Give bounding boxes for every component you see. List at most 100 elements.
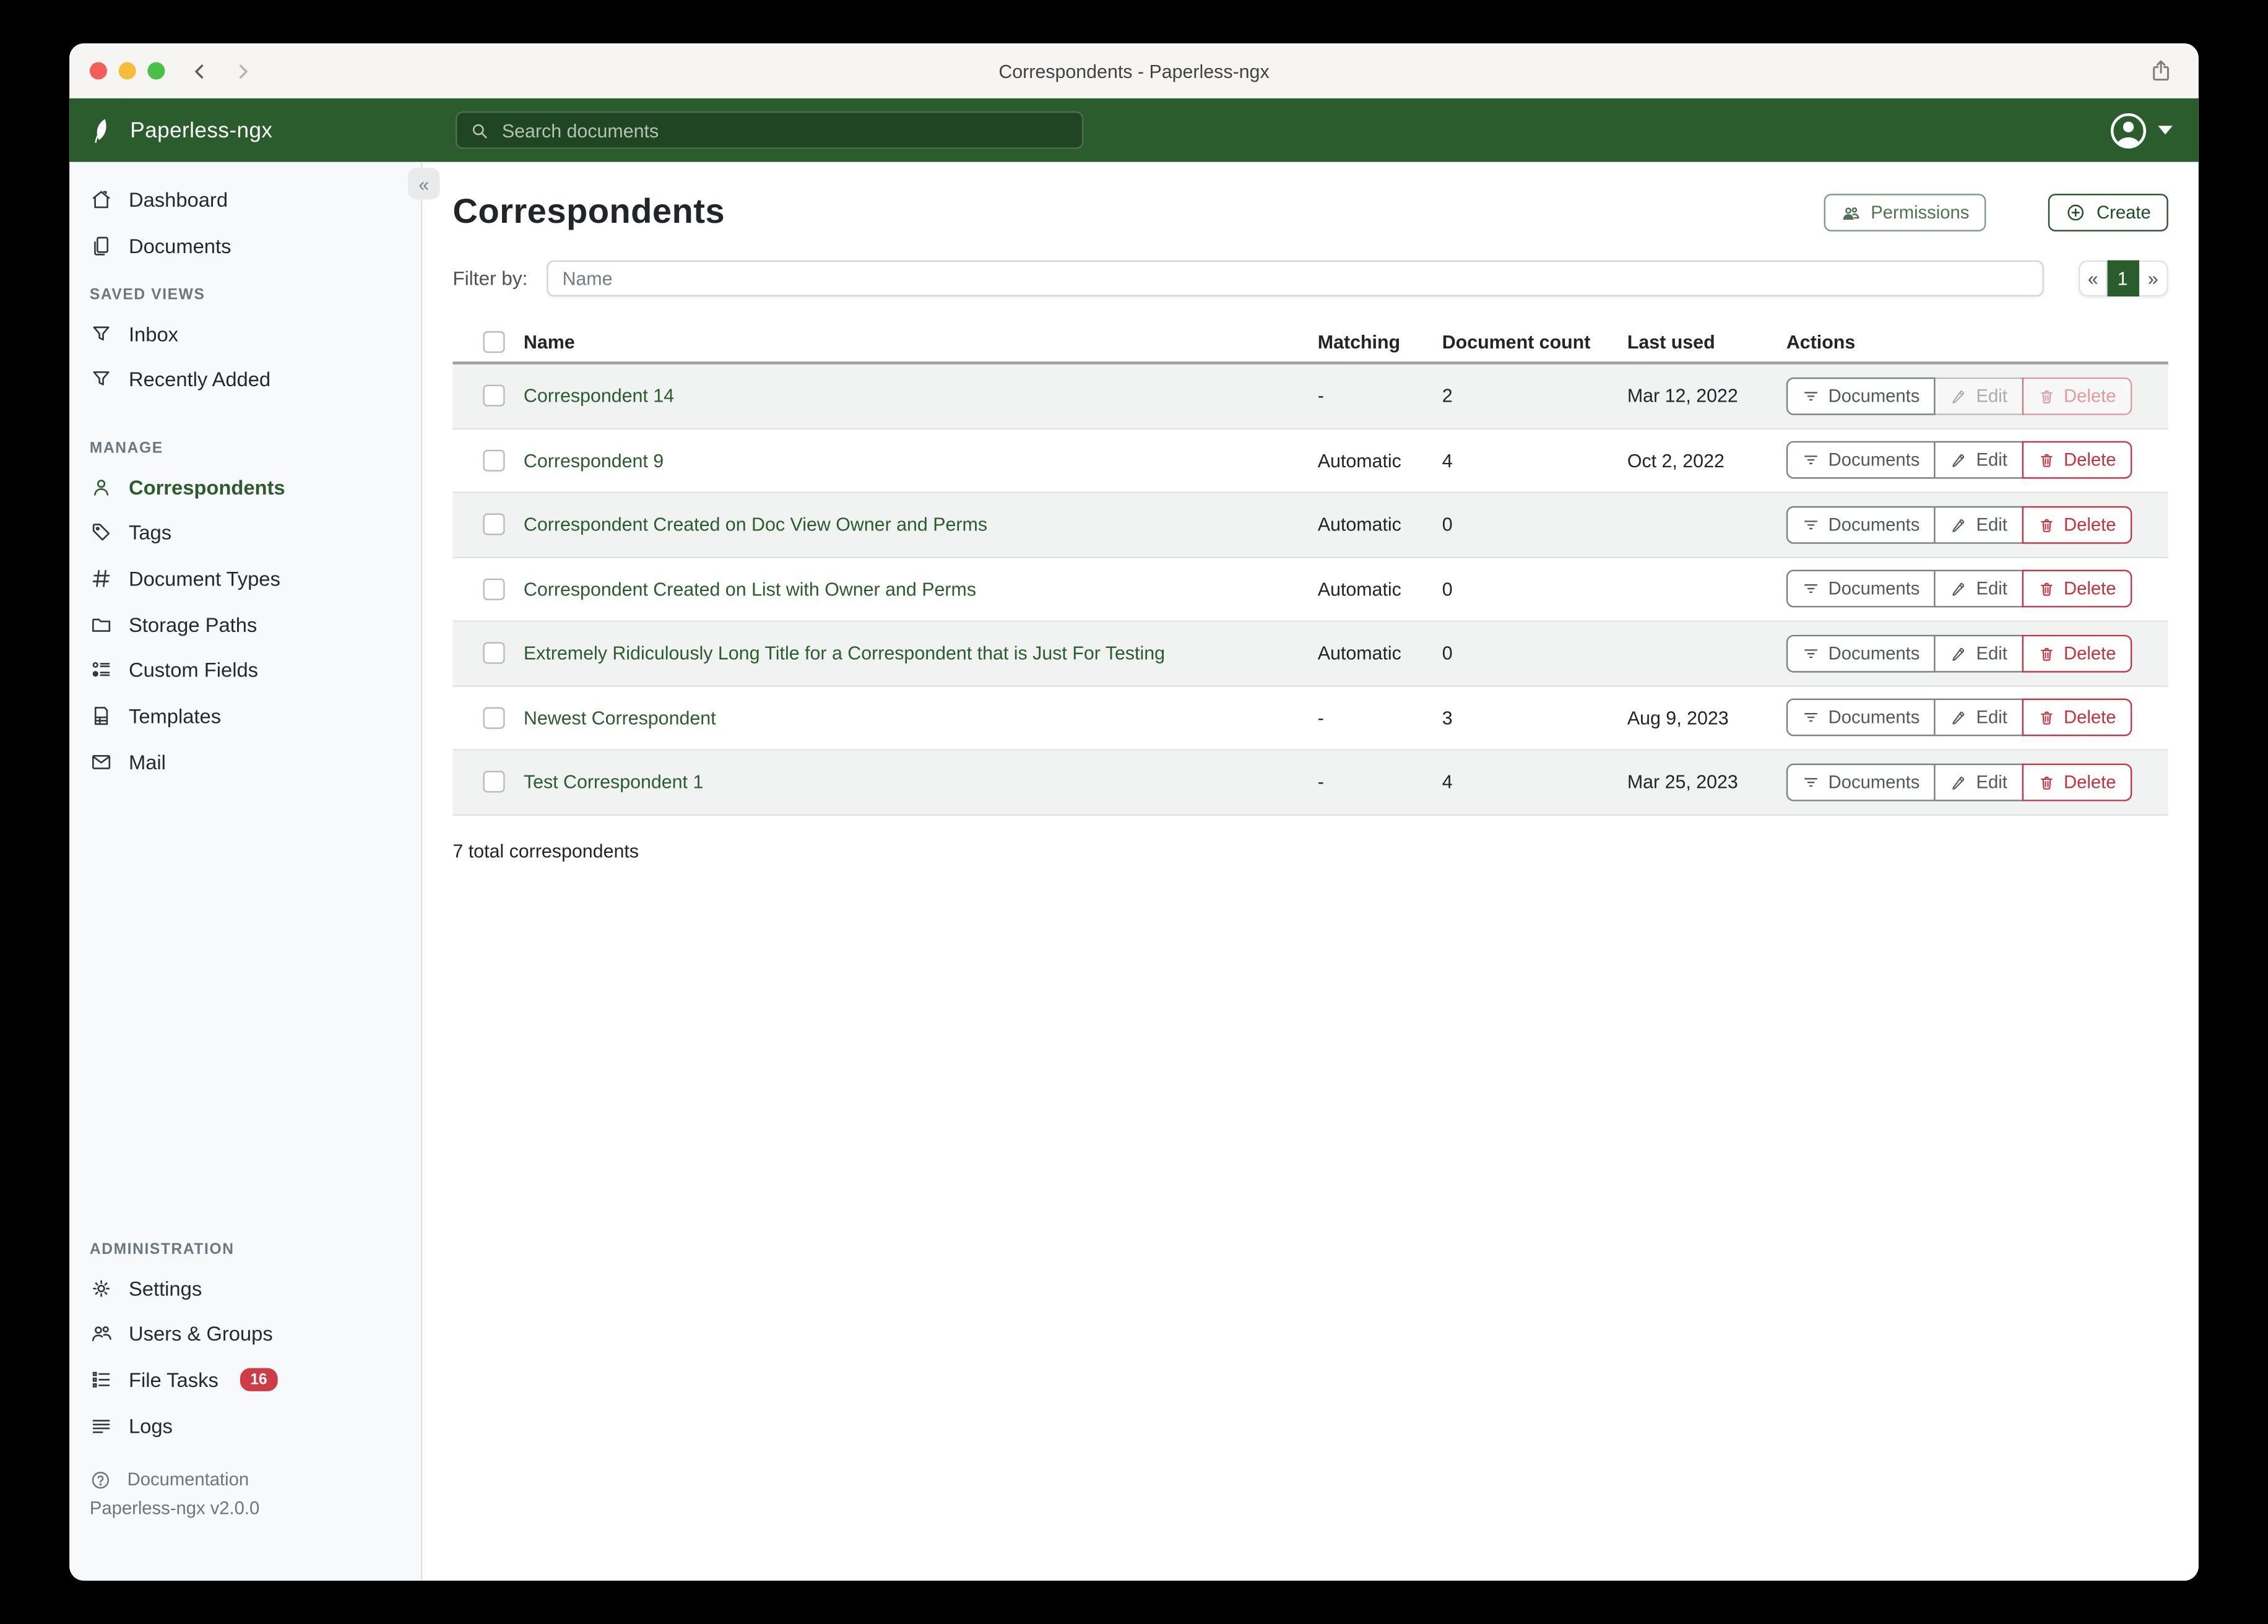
delete-button[interactable]: Delete xyxy=(2022,634,2132,672)
sidebar-item-tags[interactable]: Tags xyxy=(69,515,409,550)
app-brand[interactable]: Paperless-ngx xyxy=(90,116,273,144)
permissions-button[interactable]: Permissions xyxy=(1824,194,1987,231)
correspondent-link[interactable]: Correspondent Created on List with Owner… xyxy=(523,578,977,600)
delete-button[interactable]: Delete xyxy=(2022,506,2132,544)
filter-icon xyxy=(1804,456,1818,465)
create-button[interactable]: Create xyxy=(2048,194,2168,231)
total-count-text: 7 total correspondents xyxy=(452,839,639,862)
user-menu[interactable] xyxy=(2109,111,2173,150)
documents-button[interactable]: Documents xyxy=(1786,506,1936,544)
documents-button-label: Documents xyxy=(1828,450,1920,471)
global-search xyxy=(456,111,1084,149)
edit-button-label: Edit xyxy=(1976,707,2007,728)
row-checkbox[interactable] xyxy=(483,514,505,536)
forward-icon[interactable] xyxy=(233,61,251,80)
funnel-icon xyxy=(93,371,110,386)
back-icon[interactable] xyxy=(191,61,209,80)
page-title: Correspondents xyxy=(452,192,725,231)
filter-icon xyxy=(1804,520,1818,529)
table-row: Correspondent 9 Automatic 4 Oct 2, 2022 … xyxy=(452,429,2168,493)
delete-button[interactable]: Delete xyxy=(2022,699,2132,736)
sidebar-item-users-groups[interactable]: Users & Groups xyxy=(69,1316,409,1350)
close-window-button[interactable] xyxy=(89,62,107,80)
column-header-matching[interactable]: Matching xyxy=(1317,330,1401,352)
sidebar-item-documents[interactable]: Documents xyxy=(69,228,409,263)
people-icon xyxy=(1843,206,1860,219)
sidebar-item-document-types[interactable]: Document Types xyxy=(69,561,409,596)
delete-button-label: Delete xyxy=(2064,707,2116,728)
edit-button[interactable]: Edit xyxy=(1934,506,2023,544)
column-header-name[interactable]: Name xyxy=(523,330,575,352)
sidebar-item-documentation[interactable]: Documentation xyxy=(69,1462,409,1497)
row-checkbox[interactable] xyxy=(483,578,505,600)
documents-button[interactable]: Documents xyxy=(1786,441,1936,480)
correspondent-link[interactable]: Extremely Ridiculously Long Title for a … xyxy=(523,642,1166,665)
sidebar-item-logs[interactable]: Logs xyxy=(69,1409,409,1443)
sidebar-item-storage-paths[interactable]: Storage Paths xyxy=(69,607,409,642)
app-window: Correspondents - Paperless-ngx Paperless… xyxy=(69,43,2199,1581)
pagination-page-1[interactable]: 1 xyxy=(2107,260,2140,297)
select-all-checkbox[interactable] xyxy=(483,330,505,352)
pagination-prev-button[interactable]: « xyxy=(2078,260,2108,297)
paperless-leaf-logo-icon xyxy=(95,118,106,142)
matching-cell: - xyxy=(1317,707,1324,729)
delete-button[interactable]: Delete xyxy=(2022,441,2132,480)
sidebar-item-inbox[interactable]: Inbox xyxy=(69,317,409,352)
correspondents-table: Name Matching Document count Last used A… xyxy=(452,321,2168,815)
documents-button[interactable]: Documents xyxy=(1786,377,1936,415)
table-row: Extremely Ridiculously Long Title for a … xyxy=(452,621,2168,686)
edit-button[interactable]: Edit xyxy=(1934,634,2023,672)
edit-button[interactable]: Edit xyxy=(1934,570,2023,608)
sidebar-item-file-tasks[interactable]: File Tasks 16 xyxy=(69,1362,409,1397)
table-row: Correspondent 14 - 2 Mar 12, 2022 Docume… xyxy=(452,364,2168,429)
minimize-window-button[interactable] xyxy=(118,62,136,80)
correspondent-link[interactable]: Test Correspondent 1 xyxy=(523,771,704,793)
gear-icon xyxy=(93,1280,110,1297)
correspondent-link[interactable]: Correspondent Created on Doc View Owner … xyxy=(523,514,988,536)
last-used-cell: Mar 25, 2023 xyxy=(1627,771,1738,793)
edit-button[interactable]: Edit xyxy=(1934,377,2023,415)
question-circle-icon xyxy=(92,1471,110,1488)
correspondent-link[interactable]: Correspondent 14 xyxy=(523,385,675,407)
delete-button[interactable]: Delete xyxy=(2022,763,2132,801)
edit-button[interactable]: Edit xyxy=(1934,699,2023,736)
sidebar-item-correspondents[interactable]: Correspondents xyxy=(69,470,409,504)
correspondent-link[interactable]: Correspondent 9 xyxy=(523,449,664,472)
sidebar-item-dashboard[interactable]: Dashboard xyxy=(69,182,409,217)
column-header-document-count[interactable]: Document count xyxy=(1442,330,1591,352)
correspondent-link[interactable]: Newest Correspondent xyxy=(523,707,716,729)
documents-button[interactable]: Documents xyxy=(1786,763,1936,801)
row-checkbox[interactable] xyxy=(483,642,505,665)
row-checkbox[interactable] xyxy=(483,449,505,472)
sidebar-section-manage: MANAGE xyxy=(89,439,163,457)
edit-button-label: Edit xyxy=(1976,386,2007,407)
delete-button[interactable]: Delete xyxy=(2022,377,2132,415)
sidebar-item-templates[interactable]: Templates xyxy=(69,699,409,733)
zoom-window-button[interactable] xyxy=(147,62,165,80)
row-checkbox[interactable] xyxy=(483,771,505,793)
documents-button-label: Documents xyxy=(1828,386,1920,407)
edit-button-label: Edit xyxy=(1976,772,2007,792)
log-lines-icon xyxy=(92,1420,110,1433)
column-header-last-used[interactable]: Last used xyxy=(1627,330,1715,352)
search-input[interactable] xyxy=(499,118,1082,143)
edit-button[interactable]: Edit xyxy=(1934,441,2023,480)
sidebar-collapse-button[interactable]: « xyxy=(407,168,440,200)
row-checkbox[interactable] xyxy=(483,707,505,729)
documents-button[interactable]: Documents xyxy=(1786,570,1936,608)
trash-icon xyxy=(2040,712,2053,725)
person-icon xyxy=(93,480,109,496)
sidebar-item-settings[interactable]: Settings xyxy=(69,1271,409,1306)
filter-name-input[interactable] xyxy=(546,260,2044,297)
documents-button[interactable]: Documents xyxy=(1786,634,1936,672)
edit-button[interactable]: Edit xyxy=(1934,763,2023,801)
row-checkbox[interactable] xyxy=(483,385,505,407)
sidebar-section-administration: ADMINISTRATION xyxy=(89,1240,235,1258)
sidebar-item-recently-added[interactable]: Recently Added xyxy=(69,361,409,396)
documents-button[interactable]: Documents xyxy=(1786,699,1936,736)
pagination-next-button[interactable]: » xyxy=(2139,260,2168,297)
delete-button[interactable]: Delete xyxy=(2022,570,2132,608)
sidebar-item-mail[interactable]: Mail xyxy=(69,745,409,779)
sidebar-item-custom-fields[interactable]: Custom Fields xyxy=(69,652,409,687)
share-icon[interactable] xyxy=(2148,56,2174,85)
